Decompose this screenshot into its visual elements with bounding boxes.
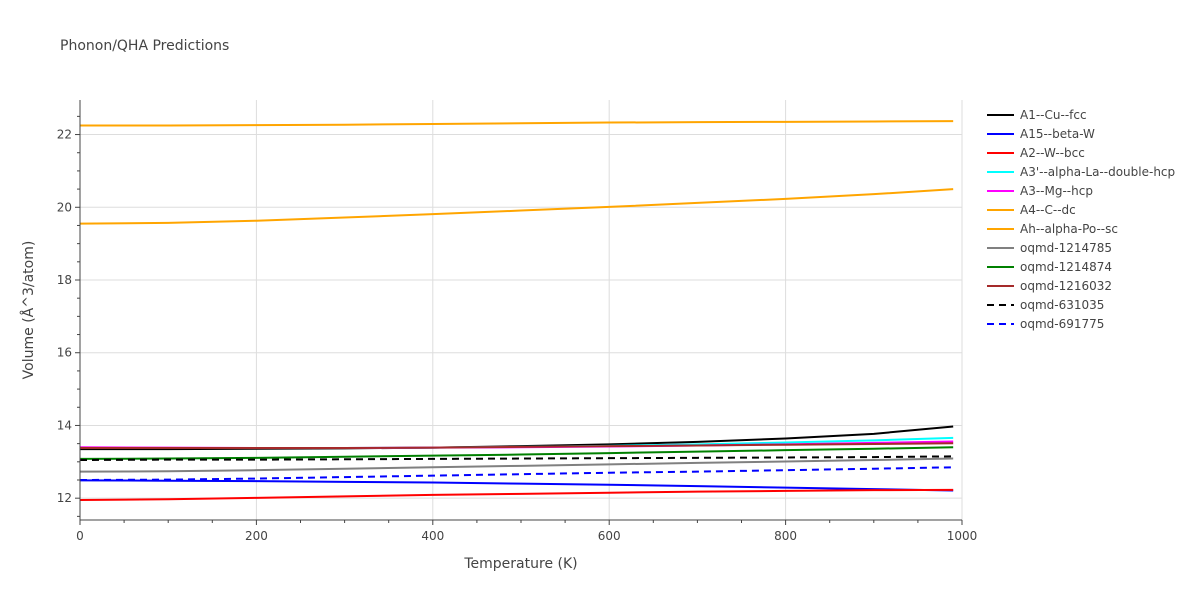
y-axis-title: Volume (Å^3/atom) [20,241,37,380]
series-line-12 [79,466,954,481]
legend-label: oqmd-1214874 [1020,260,1112,274]
legend-label: oqmd-691775 [1020,317,1104,331]
y-tick-label: 14 [57,418,72,432]
series-line-6 [79,188,954,225]
series-layer [79,120,954,501]
series-line-10 [80,442,954,449]
series-line-2 [79,479,954,492]
legend-label: A3'--alpha-La--double-hcp [1020,165,1175,179]
y-tick-label: 16 [57,346,72,360]
x-tick-label: 0 [76,529,84,543]
x-tick-label: 1000 [947,529,978,543]
x-tick-label: 600 [598,529,621,543]
x-tick-label: 800 [774,529,797,543]
legend: A1--Cu--fcc A15--beta-W A2--W--bcc A3'--alp… [987,108,1175,331]
legend-label: oqmd-1214785 [1020,241,1112,255]
legend-label: A2--W--bcc [1020,146,1085,160]
x-tick-label: 200 [245,529,268,543]
y-tick-label: 12 [57,491,72,505]
y-tick-label: 18 [57,273,72,287]
y-tick-label: 20 [57,200,72,214]
legend-label: oqmd-1216032 [1020,279,1112,293]
x-axis-title: Temperature (K) [463,556,577,572]
legend-label: A1--Cu--fcc [1020,108,1087,122]
axes: 0 200 400 600 800 1000 12 14 16 18 20 22 [57,100,978,543]
series-line-11 [79,455,954,461]
series-line-7 [80,120,954,127]
legend-label: A15--beta-W [1020,127,1095,141]
x-tick-label: 400 [421,529,444,543]
series-line-3 [79,488,954,501]
chart-title: Phonon/QHA Predictions [60,38,229,54]
legend-label: oqmd-631035 [1020,298,1104,312]
series-line-8 [79,457,954,473]
legend-label: A4--C--dc [1020,203,1076,217]
legend-label: A3--Mg--hcp [1020,184,1093,198]
y-tick-label: 22 [57,128,72,142]
series-line-1 [80,425,954,451]
legend-label: Ah--alpha-Po--sc [1020,222,1118,236]
series-line-9 [79,446,954,460]
